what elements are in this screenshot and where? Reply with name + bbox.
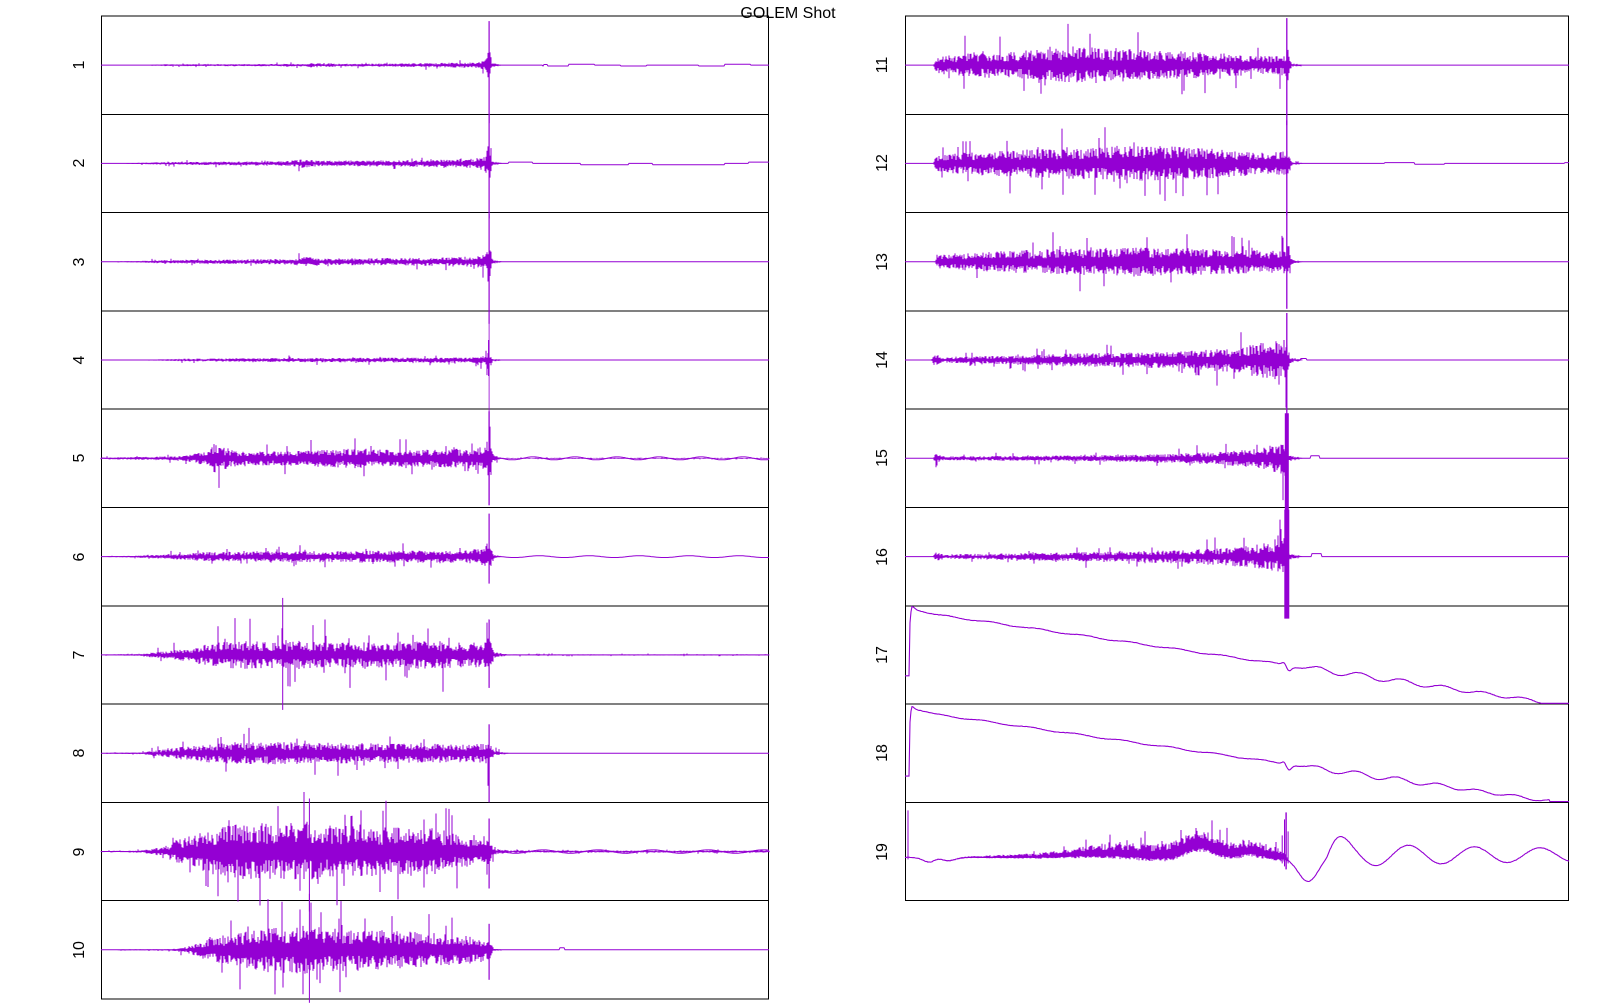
channel-label-17: 17 — [874, 646, 891, 664]
channel-label-18: 18 — [874, 744, 891, 763]
waveform-noise-ch11 — [933, 23, 1303, 95]
channel-label-15: 15 — [874, 449, 891, 468]
channel-label-1: 1 — [71, 60, 88, 70]
left-column-chart — [100, 15, 770, 1003]
channel-label-19: 19 — [874, 842, 891, 861]
waveform-noise-ch5 — [100, 426, 770, 488]
channel-label-2: 2 — [71, 158, 88, 168]
waveform-noise-ch8 — [106, 727, 509, 786]
channel-label-6: 6 — [71, 552, 88, 562]
channel-label-8: 8 — [71, 748, 88, 758]
waveform-noise-ch2 — [126, 146, 502, 179]
channel-label-12: 12 — [874, 154, 891, 173]
waveform-noise-ch6 — [106, 543, 502, 571]
waveform-baseline-ch19 — [904, 835, 1570, 883]
waveform-noise-ch16 — [932, 519, 1303, 574]
waveform-noise-ch19 — [942, 820, 1289, 862]
channel-label-11: 11 — [874, 56, 891, 74]
right-column-chart — [904, 15, 1570, 902]
waveform-noise-ch4 — [141, 350, 501, 376]
channel-label-16: 16 — [874, 547, 891, 566]
channel-label-9: 9 — [71, 847, 88, 856]
waveform-noise-ch3 — [117, 250, 502, 282]
channel-label-3: 3 — [71, 257, 88, 267]
panel-frame-ch18 — [905, 703, 1569, 803]
waveform-noise-ch13 — [934, 232, 1303, 292]
channel-label-14: 14 — [874, 351, 891, 369]
waveform-noise-ch1 — [150, 47, 502, 78]
waveform-noise-ch12 — [933, 127, 1303, 201]
channel-label-5: 5 — [71, 453, 88, 463]
waveform-noise-ch7 — [105, 618, 770, 692]
panel-frame-ch19 — [905, 801, 1569, 902]
waveform-noise-ch14 — [931, 332, 1303, 408]
waveform-decay-ch17 — [905, 605, 1569, 704]
waveform-noise-ch10 — [117, 899, 502, 995]
panel-frame-ch17 — [905, 605, 1569, 705]
channel-label-13: 13 — [874, 252, 891, 271]
waveform-decay-ch18 — [905, 705, 1569, 803]
channel-label-10: 10 — [71, 940, 88, 959]
waveform-noise-ch9 — [100, 792, 770, 906]
waveform-noise-ch15 — [932, 443, 1303, 501]
channel-label-4: 4 — [71, 355, 88, 365]
chart-title: GOLEM Shot — [740, 5, 836, 22]
channel-label-7: 7 — [71, 650, 88, 660]
